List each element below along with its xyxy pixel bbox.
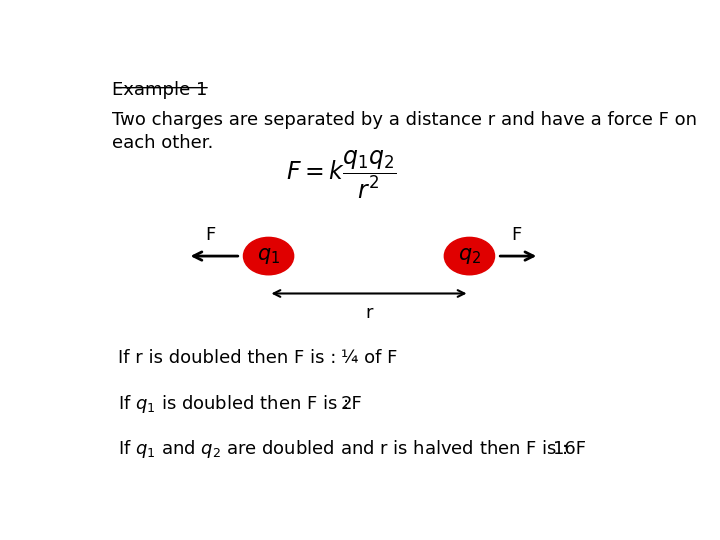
Text: $F = k\dfrac{q_1 q_2}{r^2}$: $F = k\dfrac{q_1 q_2}{r^2}$ (286, 148, 397, 201)
Text: 2F: 2F (341, 395, 363, 413)
Text: $q_1$: $q_1$ (257, 246, 280, 266)
Circle shape (243, 238, 294, 275)
Text: F: F (512, 226, 522, 244)
Text: $q_2$: $q_2$ (458, 246, 481, 266)
Text: r: r (365, 304, 373, 322)
Text: F: F (205, 226, 215, 244)
Circle shape (444, 238, 495, 275)
Text: Example 1: Example 1 (112, 82, 207, 99)
Text: Two charges are separated by a distance r and have a force F on
each other.: Two charges are separated by a distance … (112, 111, 697, 152)
Text: If $q_1$ and $q_2$ are doubled and r is halved then F is :: If $q_1$ and $q_2$ are doubled and r is … (118, 438, 568, 461)
Text: 16F: 16F (553, 441, 586, 458)
Text: ¼ of F: ¼ of F (341, 349, 397, 367)
Text: If r is doubled then F is :: If r is doubled then F is : (118, 349, 336, 367)
Text: If $q_1$ is doubled then F is :: If $q_1$ is doubled then F is : (118, 393, 348, 415)
